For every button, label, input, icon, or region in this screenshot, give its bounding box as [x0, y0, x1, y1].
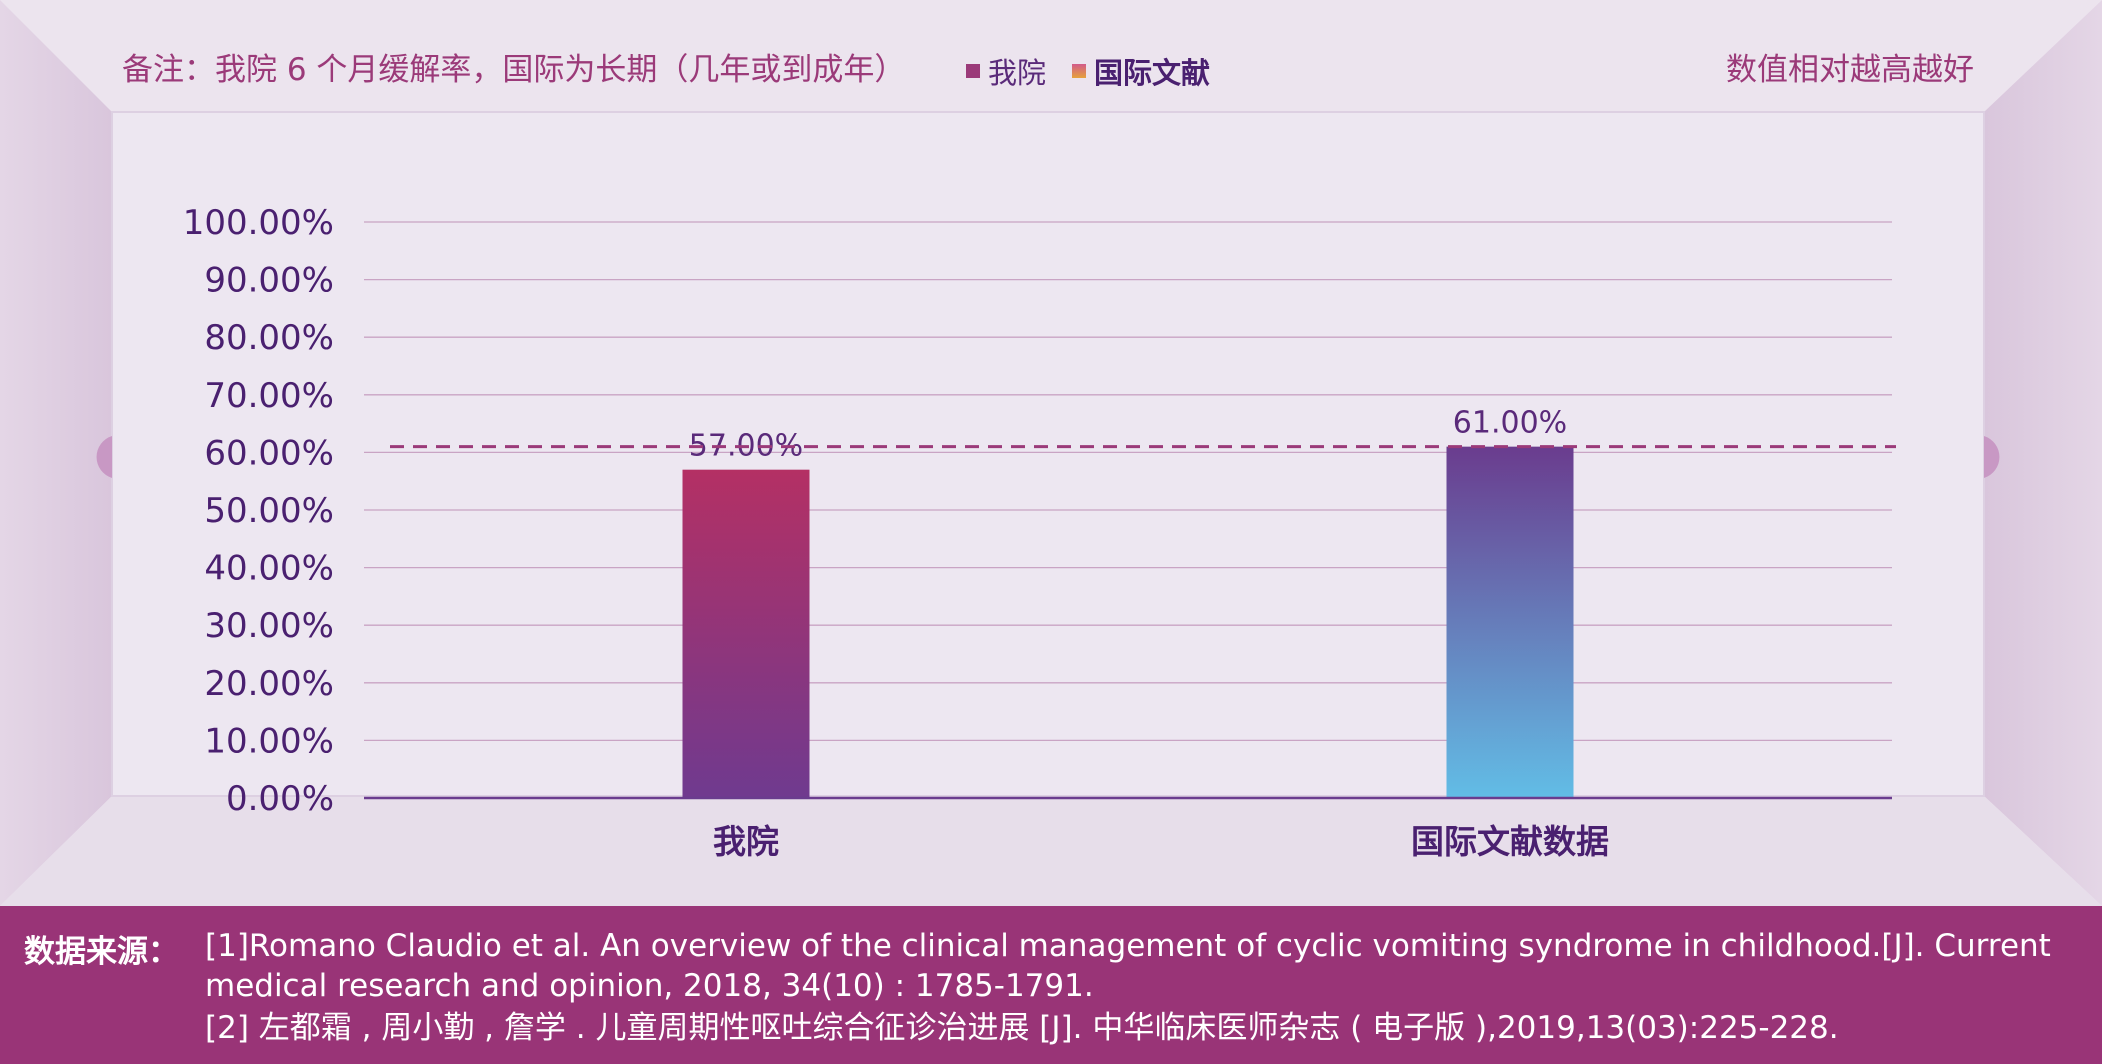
y-tick-label: 10.00%	[204, 721, 334, 761]
legend: 我院 国际文献	[966, 50, 1236, 92]
frame-left	[0, 0, 112, 906]
y-tick-label: 40.00%	[204, 549, 334, 589]
legend-item-international: 国际文献	[1072, 50, 1210, 92]
y-tick-label: 80.00%	[204, 318, 334, 358]
y-tick-label: 30.00%	[204, 606, 334, 646]
bar-0	[682, 469, 810, 798]
legend-label-hospital: 我院	[988, 56, 1047, 90]
left-knob	[96, 436, 112, 478]
legend-item-hospital: 我院	[966, 50, 1046, 92]
higher-is-better-hint: 数值相对越高越好	[1726, 52, 1974, 88]
y-tick-label: 90.00%	[204, 261, 334, 301]
reference-2: [2] 左都霜 , 周小勤 , 詹学 . 儿童周期性呕吐综合征诊治进展 [J].…	[205, 1010, 1839, 1046]
frame-right	[1984, 0, 2102, 906]
data-source-label: 数据来源：	[24, 934, 179, 970]
y-axis-ticks: 0.00% 10.00% 20.00% 30.00% 40.00% 50.00% 60.00…	[183, 203, 334, 819]
x-category-label-1: 国际文献数据	[1411, 822, 1609, 861]
y-tick-label: 60.00%	[204, 433, 334, 473]
data-source-footer: 数据来源： [1]Romano Claudio et al. An overvi…	[0, 906, 2102, 1064]
data-label-1: 61.00%	[1453, 406, 1567, 441]
chart-note: 备注：我院 6 个月缓解率，国际为长期（几年或到成年）	[122, 52, 906, 88]
legend-swatch-international	[1072, 64, 1087, 78]
legend-swatch-hospital	[966, 64, 980, 78]
frame-bottom	[0, 796, 2102, 906]
back-wall	[111, 111, 1985, 797]
bar-1	[1446, 446, 1574, 798]
gridlines	[364, 221, 1892, 742]
y-tick-label: 20.00%	[204, 664, 334, 704]
reference-1-line-1: [1]Romano Claudio et al. An overview of …	[205, 928, 2051, 964]
y-tick-label: 0.00%	[226, 779, 334, 819]
legend-label-international: 国际文献	[1094, 56, 1211, 90]
frame-top	[0, 0, 2102, 112]
x-axis-categories: 我院 国际文献数据	[713, 822, 1609, 861]
right-knob	[1984, 436, 2000, 478]
x-category-label-0: 我院	[713, 822, 779, 861]
y-tick-label: 100.00%	[183, 203, 334, 243]
y-tick-label: 50.00%	[204, 491, 334, 531]
reference-1-line-2: medical research and opinion, 2018, 34(1…	[205, 968, 1094, 1004]
bars	[364, 446, 1892, 800]
y-tick-label: 70.00%	[204, 376, 334, 416]
